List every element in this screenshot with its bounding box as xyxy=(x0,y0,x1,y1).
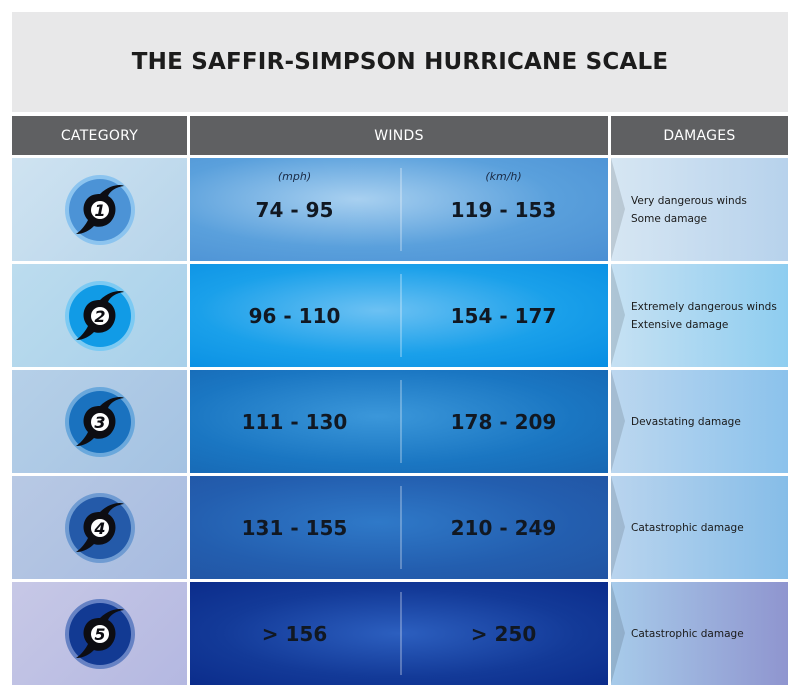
wind-mph-value: > 156 xyxy=(261,621,328,646)
category-number: 5 xyxy=(94,625,105,644)
hurricane-badge-icon: 5 xyxy=(64,598,135,669)
hurricane-eye-icon xyxy=(90,306,109,325)
title-bar: THE SAFFIR-SIMPSON HURRICANE SCALE xyxy=(12,12,788,112)
damage-text: Extremely dangerous winds Extensive dama… xyxy=(631,264,786,367)
hurricane-eye-icon xyxy=(90,624,109,643)
damage-text: Very dangerous winds Some damage xyxy=(631,158,786,261)
wind-kmh-value: 154 - 177 xyxy=(450,303,557,328)
header-damages: DAMAGES xyxy=(611,116,788,155)
winds-cell: 96 - 110 154 - 177 xyxy=(190,264,608,367)
wind-mph-value: 131 - 155 xyxy=(241,515,348,540)
arrow-icon xyxy=(611,476,625,578)
winds-cell: 111 - 130 178 - 209 xyxy=(190,370,608,473)
header-category: CATEGORY xyxy=(12,116,187,155)
hurricane-badge-icon: 4 xyxy=(64,492,135,563)
wind-mph-value: 111 - 130 xyxy=(241,409,348,434)
wind-kmh-value: 178 - 209 xyxy=(450,409,557,434)
damage-line-1: Devastating damage xyxy=(631,415,741,428)
damage-line-1: Extremely dangerous winds xyxy=(631,300,777,313)
wind-kmh-value: 210 - 249 xyxy=(450,515,557,540)
winds-divider xyxy=(400,168,402,251)
table-row: 3 111 - 130 178 - 209 Devastating damage xyxy=(12,370,788,473)
arrow-icon xyxy=(611,158,625,260)
hurricane-eye-icon xyxy=(90,518,109,537)
damage-line-2: Some damage xyxy=(631,212,708,225)
damage-cell: Catastrophic damage xyxy=(611,582,788,685)
hurricane-eye-icon xyxy=(90,412,109,431)
damage-cell: Extremely dangerous winds Extensive dama… xyxy=(611,264,788,367)
winds-divider xyxy=(400,274,402,357)
hurricane-badge-icon: 3 xyxy=(64,386,135,457)
hurricane-badge-icon: 1 xyxy=(64,174,135,245)
page-title: THE SAFFIR-SIMPSON HURRICANE SCALE xyxy=(131,49,669,75)
damage-cell: Devastating damage xyxy=(611,370,788,473)
category-number: 2 xyxy=(94,307,105,326)
winds-cell: 131 - 155 210 - 249 xyxy=(190,476,608,579)
category-number: 3 xyxy=(94,413,105,432)
category-cell: 1 xyxy=(12,158,187,261)
arrow-icon xyxy=(611,264,625,366)
damage-text: Catastrophic damage xyxy=(631,476,786,579)
category-number: 4 xyxy=(93,519,105,538)
damage-line-2: Extensive damage xyxy=(631,318,729,331)
damage-text: Catastrophic damage xyxy=(631,582,786,685)
category-cell: 5 xyxy=(12,582,187,685)
damage-line-1: Catastrophic damage xyxy=(631,521,744,534)
arrow-icon xyxy=(611,370,625,472)
unit-mph-label: (mph) xyxy=(277,170,312,183)
category-number: 1 xyxy=(94,201,105,220)
damage-cell: Very dangerous winds Some damage xyxy=(611,158,788,261)
winds-divider xyxy=(400,380,402,463)
header-winds: WINDS xyxy=(190,116,608,155)
winds-divider xyxy=(400,592,402,675)
unit-kmh-label: (km/h) xyxy=(485,170,522,183)
winds-divider xyxy=(400,486,402,569)
hurricane-badge-icon: 2 xyxy=(64,280,135,351)
category-cell: 2 xyxy=(12,264,187,367)
table-row: 4 131 - 155 210 - 249 Catastrophic damag… xyxy=(12,476,788,579)
category-cell: 3 xyxy=(12,370,187,473)
damage-line-1: Catastrophic damage xyxy=(631,627,744,640)
winds-cell: (mph) (km/h) 74 - 95 119 - 153 xyxy=(190,158,608,261)
damage-line-1: Very dangerous winds xyxy=(631,194,747,207)
wind-kmh-value: 119 - 153 xyxy=(450,197,557,222)
winds-cell: > 156 > 250 xyxy=(190,582,608,685)
wind-kmh-value: > 250 xyxy=(470,621,537,646)
wind-mph-value: 96 - 110 xyxy=(248,303,341,328)
category-cell: 4 xyxy=(12,476,187,579)
damage-text: Devastating damage xyxy=(631,370,786,473)
table-row: 1 (mph) (km/h) 74 - 95 119 - 153 Very da… xyxy=(12,158,788,261)
table-row: 2 96 - 110 154 - 177 Extremely dangerous… xyxy=(12,264,788,367)
table-row: 5 > 156 > 250 Catastrophic damage xyxy=(12,582,788,685)
arrow-icon xyxy=(611,582,625,684)
hurricane-eye-icon xyxy=(90,200,109,219)
wind-mph-value: 74 - 95 xyxy=(255,197,334,222)
damage-cell: Catastrophic damage xyxy=(611,476,788,579)
